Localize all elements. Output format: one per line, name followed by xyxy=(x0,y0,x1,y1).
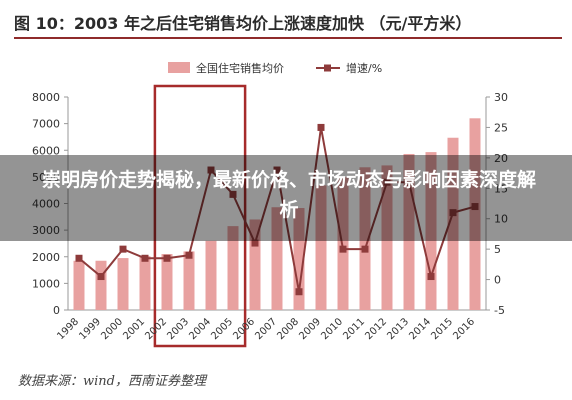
left-axis-tick-label: 7000 xyxy=(32,118,60,131)
left-axis-tick-label: 3000 xyxy=(32,224,60,237)
right-axis-tick-label: 15 xyxy=(494,182,508,195)
bar-2009 xyxy=(315,185,327,310)
left-axis-tick-label: 0 xyxy=(53,304,60,317)
bar-2011 xyxy=(359,167,371,310)
figure-source: 数据来源：wind，西南证券整理 xyxy=(18,374,206,389)
x-tick-label: 2016 xyxy=(451,316,477,342)
legend-label-line: 增速/% xyxy=(346,61,382,75)
bar-1999 xyxy=(95,260,107,310)
x-tick-label: 1999 xyxy=(77,316,103,342)
bar-2006 xyxy=(249,219,261,310)
growth-point-2012 xyxy=(383,178,391,186)
growth-point-2002 xyxy=(163,254,171,262)
figure-title: 图 10：2003 年之后住宅销售均价上涨速度加快 （元/平方米） xyxy=(14,14,472,33)
growth-point-2014 xyxy=(427,273,435,281)
growth-point-2007 xyxy=(273,166,281,174)
bar-2016 xyxy=(469,118,481,310)
bar-2015 xyxy=(447,137,459,310)
bar-2002 xyxy=(161,254,173,310)
growth-point-2013 xyxy=(405,178,413,186)
growth-point-2011 xyxy=(361,245,369,253)
x-tick-label: 2011 xyxy=(341,316,367,342)
growth-point-2000 xyxy=(119,245,127,253)
x-tick-label: 2000 xyxy=(99,316,125,342)
chart-svg: 全国住宅销售均价 增速/% 0 1000 2000 3000 4000 5000 6000 700… xyxy=(32,61,508,348)
left-axis-tick-label: 8000 xyxy=(32,91,60,104)
highlight-box xyxy=(153,84,247,348)
x-tick-label: 2002 xyxy=(143,316,169,342)
right-axis-tick-label: 5 xyxy=(494,243,501,256)
growth-point-2010 xyxy=(339,245,347,253)
x-tick-label: 2008 xyxy=(275,316,301,342)
bar-2013 xyxy=(403,153,415,310)
x-tick-label: 2009 xyxy=(297,316,323,342)
right-axis-tick-label: -5 xyxy=(494,304,505,317)
growth-point-2001 xyxy=(141,254,149,262)
x-tick-label: 2013 xyxy=(385,316,411,342)
growth-point-2008 xyxy=(295,288,303,296)
x-tick-label: 2007 xyxy=(253,316,279,342)
bar-2001 xyxy=(139,256,151,310)
right-axis-tick-label: 30 xyxy=(494,91,508,104)
left-axis-tick-label: 1000 xyxy=(32,277,60,290)
growth-point-2009 xyxy=(317,123,325,131)
bar-2000 xyxy=(117,258,129,310)
bar-2014 xyxy=(425,152,437,310)
x-tick-label: 2010 xyxy=(319,316,345,342)
x-tick-label: 2012 xyxy=(363,316,389,342)
x-tick-label: 2015 xyxy=(429,316,455,342)
legend-label-bar: 全国住宅销售均价 xyxy=(196,61,284,75)
x-tick-label: 2014 xyxy=(407,316,433,342)
growth-point-2004 xyxy=(207,166,215,174)
growth-point-2016 xyxy=(471,203,479,211)
growth-point-2005 xyxy=(229,190,237,198)
bar-1998 xyxy=(73,260,85,310)
bar-2005 xyxy=(227,226,239,310)
x-tick-label: 2003 xyxy=(165,316,191,342)
bar-2004 xyxy=(205,240,217,310)
left-axis-tick-label: 6000 xyxy=(32,144,60,157)
bar-2010 xyxy=(337,176,349,310)
legend-swatch-bar xyxy=(168,62,190,73)
growth-point-2015 xyxy=(449,209,457,217)
x-tick-label: 1998 xyxy=(55,316,81,342)
x-tick-label: 2004 xyxy=(187,316,213,342)
title-rule xyxy=(14,37,562,39)
growth-point-2006 xyxy=(251,239,259,247)
bar-2012 xyxy=(381,165,393,310)
legend-marker-line xyxy=(324,64,331,72)
left-axis-tick-label: 2000 xyxy=(32,251,60,264)
bar-2003 xyxy=(183,251,195,310)
growth-point-1998 xyxy=(75,254,83,262)
right-axis-tick-label: 10 xyxy=(494,213,508,226)
x-tick-label: 2001 xyxy=(121,316,147,342)
bar-2007 xyxy=(271,207,283,310)
left-axis-tick-label: 5000 xyxy=(32,171,60,184)
growth-point-2003 xyxy=(185,251,193,259)
right-axis-tick-label: 20 xyxy=(494,152,508,165)
left-axis-tick-label: 4000 xyxy=(32,198,60,211)
growth-point-1999 xyxy=(97,273,105,281)
x-tick-label: 2005 xyxy=(209,316,235,342)
right-axis-tick-label: 25 xyxy=(494,121,508,134)
headline-overlay: 崇明房价走势揭秘，最新价格、市场动态与影响因素深度解析 xyxy=(0,155,572,241)
bar-2008 xyxy=(293,208,305,310)
headline-text: 崇明房价走势揭秘，最新价格、市场动态与影响因素深度解析 xyxy=(41,169,536,221)
right-axis-tick-label: 0 xyxy=(494,274,501,287)
